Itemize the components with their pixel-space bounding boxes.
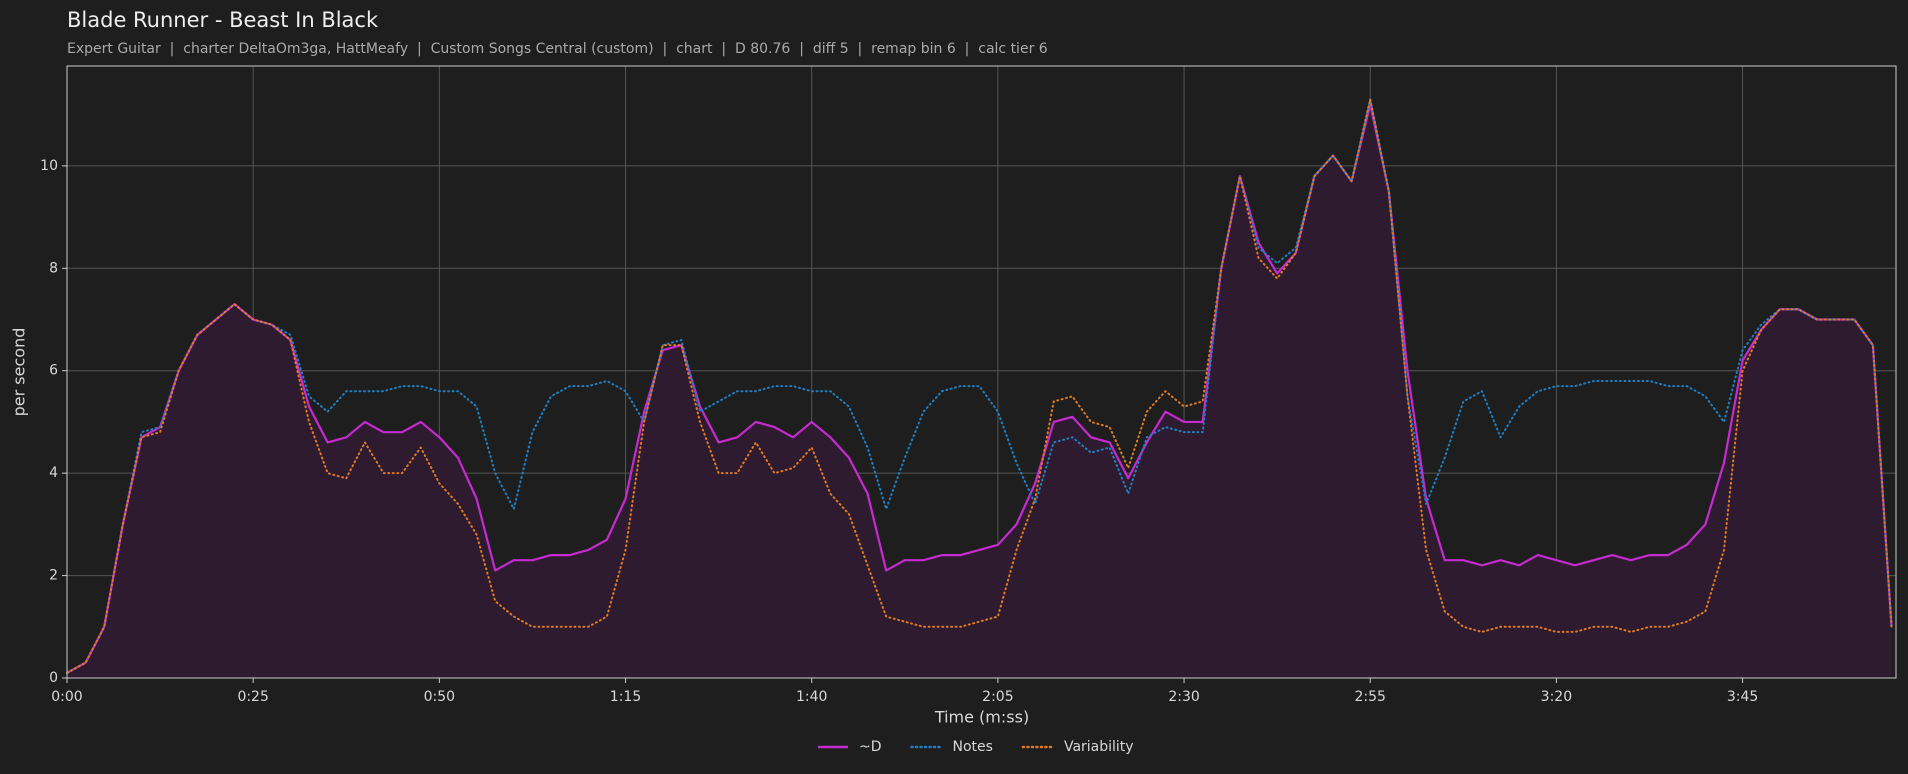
legend-label: Variability <box>1064 739 1134 755</box>
legend-label: ~D <box>859 739 882 755</box>
x-tick-label: 1:40 <box>796 689 827 705</box>
x-tick-label: 3:45 <box>1727 689 1758 705</box>
chart-subtitle: Expert Guitar | charter DeltaOm3ga, Hatt… <box>67 41 1048 57</box>
x-tick-label: 0:00 <box>51 689 82 705</box>
x-tick-label: 2:30 <box>1168 689 1199 705</box>
y-tick-label: 10 <box>40 158 58 174</box>
plot-frame <box>66 65 1897 679</box>
chart-title: Blade Runner - Beast In Black <box>67 8 379 32</box>
y-tick-label: 8 <box>49 260 58 276</box>
series-line <box>66 98 1893 674</box>
x-tick-label: 0:25 <box>237 689 268 705</box>
y-tick-label: 6 <box>49 363 58 379</box>
legend-label: Notes <box>953 739 993 755</box>
x-tick-label: 1:15 <box>610 689 641 705</box>
y-axis-label: per second <box>10 328 29 417</box>
y-tick-label: 0 <box>49 670 58 686</box>
x-tick-label: 0:50 <box>424 689 455 705</box>
x-axis-label: Time (m:ss) <box>934 708 1029 727</box>
series-line <box>66 98 1893 674</box>
x-tick-label: 3:20 <box>1541 689 1572 705</box>
x-tick-label: 2:05 <box>982 689 1013 705</box>
area <box>67 104 1892 679</box>
series-line <box>66 103 1893 674</box>
y-tick-label: 4 <box>49 465 58 481</box>
y-tick-label: 2 <box>49 568 58 584</box>
x-tick-label: 2:55 <box>1355 689 1386 705</box>
